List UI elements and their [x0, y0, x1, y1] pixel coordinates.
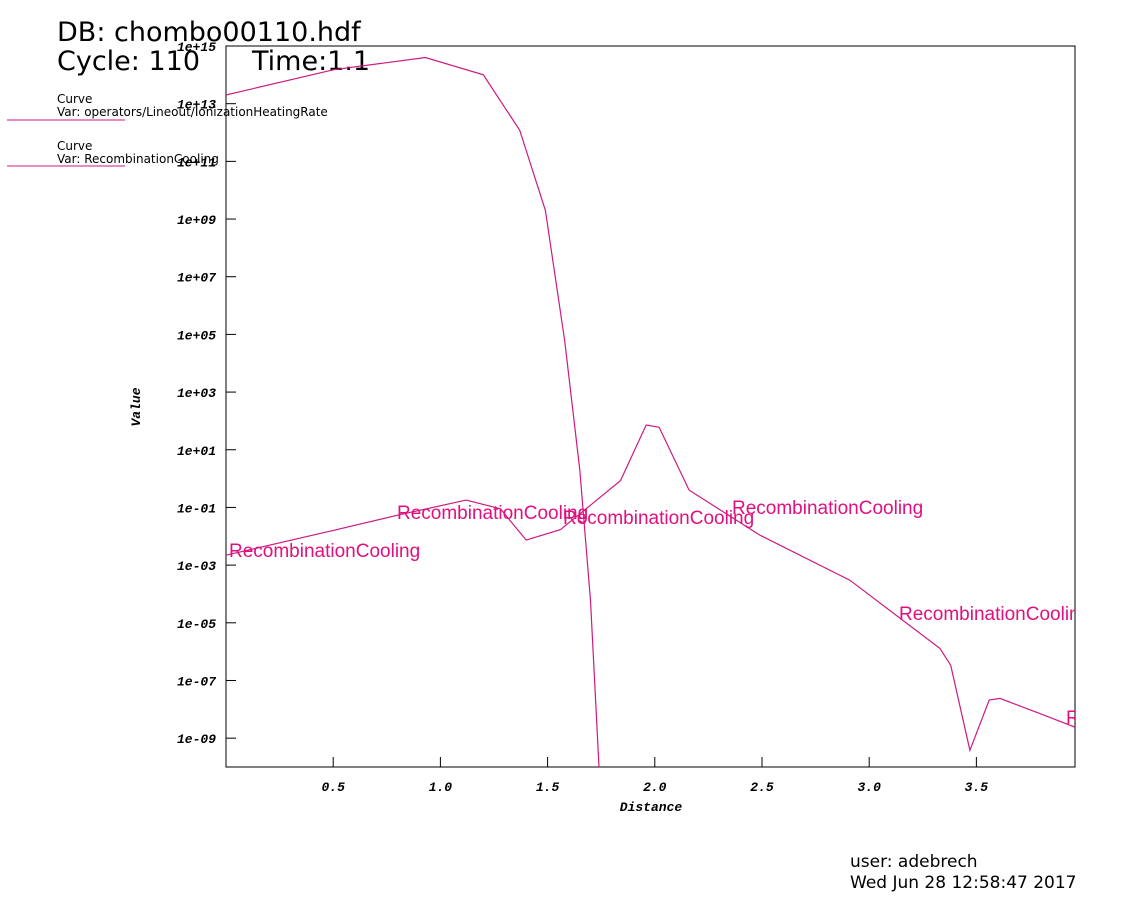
plot-frame	[225, 45, 1076, 768]
y-tick-label: 1e+13	[177, 98, 216, 113]
curve-label: RecombinationCooling	[732, 498, 923, 519]
curve-label: RecombinationCooling	[229, 541, 420, 562]
x-tick-label: 3.0	[857, 780, 881, 795]
y-tick-label: 1e-01	[177, 501, 216, 516]
y-tick-label: 1e+01	[177, 444, 216, 459]
y-tick-label: 1e+03	[177, 386, 216, 401]
x-tick-label: 0.5	[321, 780, 345, 795]
user: user: adebrech	[850, 852, 978, 872]
curve-label: RecombinationCooling	[397, 503, 588, 524]
y-tick-label: 1e-03	[177, 559, 216, 574]
y-tick-label: 1e-07	[177, 674, 216, 689]
y-axis-title: Value	[129, 387, 144, 426]
x-axis-title: Distance	[620, 800, 683, 815]
legend-heading: Curve	[57, 92, 92, 106]
y-tick-label: 1e+07	[177, 271, 216, 286]
curve-label: RecombinationCooling	[1066, 708, 1134, 729]
time: Time:1.1	[251, 46, 370, 77]
y-tick-label: 1e+05	[177, 328, 216, 343]
y-tick-label: 1e-05	[177, 617, 216, 632]
plot-clip: RecombinationCoolingRecombinationCooling…	[226, 56, 1134, 767]
legend-label: Var: RecombinationCooling	[57, 152, 219, 166]
x-tick-label: 2.0	[643, 780, 667, 795]
y-tick-label: 1e+09	[177, 213, 216, 228]
x-tick-label: 1.5	[536, 780, 560, 795]
date: Wed Jun 28 12:58:47 2017	[850, 873, 1077, 893]
curve	[226, 424, 1075, 753]
x-tick-label: 1.0	[429, 780, 453, 795]
x-tick-label: 3.5	[965, 780, 989, 795]
legend-label: Var: operators/Lineout/IonizationHeating…	[57, 105, 328, 119]
curve-label: RecombinationCooling	[899, 604, 1090, 625]
cycle: Cycle: 110	[57, 46, 200, 77]
chart-title: DB: chombo00110.hdf	[57, 17, 362, 48]
curve-label: RecombinationCooling	[563, 508, 754, 529]
y-tick-label: 1e-09	[177, 732, 216, 747]
y-tick-label: 1e+11	[177, 155, 216, 170]
x-tick-label: 2.5	[750, 780, 774, 795]
legend-heading: Curve	[57, 139, 92, 153]
y-tick-label: 1e+15	[177, 40, 216, 55]
curve	[226, 56, 600, 767]
